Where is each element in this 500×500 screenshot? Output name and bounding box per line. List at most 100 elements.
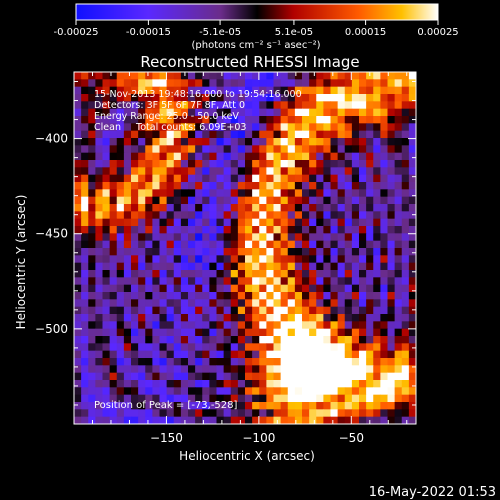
heatmap-cell bbox=[373, 167, 381, 176]
heatmap-cell bbox=[252, 314, 260, 322]
heatmap-cell bbox=[280, 270, 289, 278]
heatmap-cell bbox=[273, 94, 282, 102]
heatmap-cell bbox=[273, 152, 282, 161]
heatmap-cell bbox=[202, 167, 210, 176]
heatmap-cell bbox=[280, 321, 289, 330]
heatmap-cell bbox=[387, 416, 396, 424]
heatmap-cell bbox=[280, 218, 289, 227]
heatmap-cell bbox=[323, 233, 332, 242]
heatmap-cell bbox=[138, 138, 146, 146]
heatmap-cell bbox=[359, 321, 367, 330]
heatmap-cell bbox=[202, 314, 210, 322]
heatmap-cell bbox=[102, 402, 111, 410]
heatmap-cell bbox=[316, 416, 324, 424]
heatmap-cell bbox=[252, 116, 260, 124]
heatmap-cell bbox=[252, 108, 260, 117]
heatmap-cell bbox=[74, 174, 82, 183]
heatmap-cell bbox=[102, 343, 111, 352]
heatmap-cell bbox=[166, 108, 175, 117]
heatmap-cell bbox=[230, 336, 239, 344]
heatmap-cell bbox=[359, 409, 367, 418]
heatmap-cell bbox=[209, 328, 218, 337]
heatmap-cell bbox=[223, 123, 232, 132]
heatmap-cell bbox=[95, 321, 104, 330]
heatmap-cell bbox=[166, 189, 175, 198]
heatmap-cell bbox=[309, 284, 317, 293]
heatmap-cell bbox=[287, 152, 296, 161]
heatmap-cell bbox=[408, 240, 416, 249]
heatmap-cell bbox=[145, 306, 153, 315]
heatmap-cell bbox=[287, 277, 296, 286]
heatmap-cell bbox=[102, 299, 111, 308]
heatmap-cell bbox=[152, 211, 161, 220]
heatmap-cell bbox=[74, 108, 82, 117]
heatmap-cell bbox=[245, 270, 253, 278]
heatmap-cell bbox=[280, 152, 289, 161]
heatmap-cell bbox=[152, 321, 161, 330]
heatmap-cell bbox=[252, 196, 260, 205]
heatmap-cell bbox=[287, 204, 296, 212]
heatmap-cell bbox=[209, 130, 218, 139]
heatmap-cell bbox=[159, 211, 168, 220]
heatmap-cell bbox=[373, 387, 381, 396]
heatmap-cell bbox=[81, 160, 89, 168]
heatmap-cell bbox=[216, 372, 225, 381]
heatmap-cell bbox=[323, 277, 332, 286]
heatmap-cell bbox=[280, 123, 289, 132]
heatmap-cell bbox=[145, 182, 153, 190]
heatmap-cell bbox=[252, 372, 260, 381]
heatmap-cell bbox=[245, 86, 253, 95]
heatmap-cell bbox=[366, 167, 374, 176]
heatmap-cell bbox=[159, 160, 168, 168]
heatmap-cell bbox=[330, 358, 339, 366]
heatmap-cell bbox=[230, 409, 239, 418]
heatmap-cell bbox=[294, 343, 303, 352]
heatmap-cell bbox=[330, 72, 339, 80]
heatmap-cell bbox=[230, 306, 239, 315]
heatmap-cell bbox=[74, 218, 82, 227]
heatmap-cell bbox=[88, 240, 96, 249]
heatmap-cell bbox=[81, 240, 89, 249]
heatmap-cell bbox=[309, 167, 317, 176]
heatmap-cell bbox=[131, 79, 139, 88]
heatmap-cell bbox=[159, 416, 168, 424]
heatmap-cell bbox=[188, 350, 196, 359]
heatmap-cell bbox=[102, 189, 111, 198]
heatmap-cell bbox=[95, 138, 104, 146]
heatmap-cell bbox=[287, 211, 296, 220]
heatmap-cell bbox=[145, 336, 153, 344]
heatmap-cell bbox=[123, 336, 132, 344]
heatmap-cell bbox=[230, 108, 239, 117]
heatmap-cell bbox=[109, 167, 118, 176]
heatmap-cell bbox=[237, 94, 246, 102]
heatmap-cell bbox=[359, 108, 367, 117]
heatmap-cell bbox=[280, 226, 289, 234]
heatmap-cell bbox=[138, 152, 146, 161]
heatmap-cell bbox=[273, 145, 282, 154]
heatmap-cell bbox=[145, 226, 153, 234]
heatmap-cell bbox=[401, 248, 410, 256]
heatmap-cell bbox=[273, 174, 282, 183]
heatmap-cell bbox=[351, 394, 360, 403]
heatmap-cell bbox=[280, 160, 289, 168]
heatmap-cell bbox=[74, 336, 82, 344]
heatmap-cell bbox=[95, 94, 104, 102]
heatmap-cell bbox=[316, 394, 324, 403]
heatmap-cell bbox=[188, 248, 196, 256]
heatmap-cell bbox=[380, 167, 389, 176]
heatmap-cell bbox=[387, 277, 396, 286]
heatmap-cell bbox=[387, 343, 396, 352]
heatmap-cell bbox=[237, 108, 246, 117]
heatmap-cell bbox=[302, 123, 310, 132]
heatmap-cell bbox=[88, 182, 96, 190]
heatmap-cell bbox=[380, 145, 389, 154]
heatmap-cell bbox=[380, 299, 389, 308]
heatmap-cell bbox=[323, 262, 332, 271]
heatmap-cell bbox=[95, 108, 104, 117]
heatmap-cell bbox=[109, 152, 118, 161]
heatmap-cell bbox=[302, 350, 310, 359]
heatmap-cell bbox=[74, 233, 82, 242]
heatmap-cell bbox=[245, 211, 253, 220]
heatmap-cell bbox=[294, 226, 303, 234]
heatmap-cell bbox=[273, 314, 282, 322]
